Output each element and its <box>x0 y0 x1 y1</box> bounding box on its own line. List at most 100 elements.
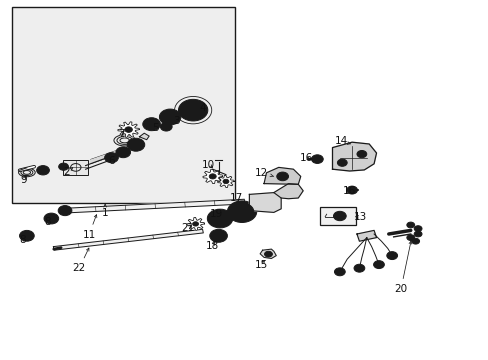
Circle shape <box>339 161 344 165</box>
Circle shape <box>163 125 169 129</box>
Circle shape <box>104 153 118 163</box>
Polygon shape <box>332 142 376 171</box>
Circle shape <box>108 155 115 160</box>
Circle shape <box>147 121 156 127</box>
Circle shape <box>408 224 412 226</box>
Circle shape <box>337 159 346 166</box>
Text: 4: 4 <box>194 103 206 113</box>
Circle shape <box>386 252 397 260</box>
Text: 11: 11 <box>82 215 97 240</box>
Circle shape <box>349 188 354 192</box>
Polygon shape <box>139 133 149 140</box>
Circle shape <box>415 227 419 230</box>
Circle shape <box>413 240 417 243</box>
Text: 8: 8 <box>19 235 26 245</box>
Polygon shape <box>90 146 132 163</box>
Circle shape <box>235 207 248 217</box>
Circle shape <box>44 213 59 224</box>
Circle shape <box>413 231 421 237</box>
Circle shape <box>61 208 68 213</box>
Circle shape <box>192 222 198 226</box>
Circle shape <box>337 270 342 274</box>
Text: 13: 13 <box>353 212 367 222</box>
Circle shape <box>119 149 127 155</box>
Polygon shape <box>53 229 203 250</box>
Text: 5: 5 <box>152 123 159 133</box>
Text: 12: 12 <box>254 168 273 178</box>
Circle shape <box>264 251 272 257</box>
Text: 16: 16 <box>299 153 312 163</box>
Circle shape <box>413 226 421 231</box>
Text: 9: 9 <box>20 175 27 185</box>
Circle shape <box>223 179 228 184</box>
Polygon shape <box>203 169 222 184</box>
Text: 20: 20 <box>394 241 411 294</box>
Bar <box>320 207 355 225</box>
Circle shape <box>20 230 34 241</box>
Text: 3: 3 <box>172 116 179 126</box>
Circle shape <box>59 163 68 170</box>
Polygon shape <box>273 184 303 199</box>
Text: 2: 2 <box>63 167 73 177</box>
Text: 8: 8 <box>44 217 51 227</box>
Text: 16: 16 <box>342 186 355 196</box>
Circle shape <box>415 233 419 235</box>
Circle shape <box>124 127 132 132</box>
Polygon shape <box>260 249 276 258</box>
Circle shape <box>142 118 160 131</box>
Circle shape <box>40 168 46 172</box>
Text: 7: 7 <box>118 129 124 139</box>
Circle shape <box>359 152 364 156</box>
Circle shape <box>184 104 202 117</box>
Circle shape <box>356 266 361 270</box>
Circle shape <box>207 209 232 228</box>
Circle shape <box>336 213 343 219</box>
Circle shape <box>209 229 227 242</box>
Circle shape <box>266 253 270 256</box>
Bar <box>63 160 88 175</box>
Polygon shape <box>186 217 204 230</box>
Circle shape <box>346 186 357 194</box>
Circle shape <box>408 236 412 239</box>
Circle shape <box>127 138 144 151</box>
Circle shape <box>47 216 55 221</box>
Circle shape <box>116 147 130 158</box>
Circle shape <box>406 235 414 240</box>
Circle shape <box>279 174 285 179</box>
Circle shape <box>61 165 66 168</box>
Text: 1: 1 <box>102 204 108 218</box>
Circle shape <box>210 211 229 226</box>
Polygon shape <box>118 122 139 138</box>
Circle shape <box>214 233 223 239</box>
Circle shape <box>373 261 384 269</box>
Text: 21: 21 <box>181 222 195 233</box>
Circle shape <box>58 206 72 216</box>
Circle shape <box>230 203 253 220</box>
Circle shape <box>334 268 345 276</box>
Circle shape <box>210 211 229 226</box>
Circle shape <box>230 203 253 220</box>
Circle shape <box>314 157 320 161</box>
Text: 15: 15 <box>254 260 268 270</box>
Text: 22: 22 <box>72 248 89 273</box>
Text: 10: 10 <box>202 159 215 170</box>
Circle shape <box>214 215 225 222</box>
Circle shape <box>37 166 49 175</box>
Circle shape <box>353 264 364 272</box>
Bar <box>12 7 234 203</box>
Polygon shape <box>356 230 376 241</box>
Polygon shape <box>217 175 234 188</box>
Circle shape <box>276 172 288 181</box>
Circle shape <box>333 211 346 221</box>
Text: 14: 14 <box>334 136 350 147</box>
Circle shape <box>209 174 216 179</box>
Circle shape <box>389 254 394 257</box>
Polygon shape <box>264 167 300 184</box>
Polygon shape <box>249 193 281 212</box>
Circle shape <box>23 233 31 239</box>
Circle shape <box>160 122 172 131</box>
Circle shape <box>356 150 366 158</box>
Text: 17: 17 <box>229 193 243 203</box>
Text: 18: 18 <box>205 240 219 251</box>
Circle shape <box>159 109 181 125</box>
